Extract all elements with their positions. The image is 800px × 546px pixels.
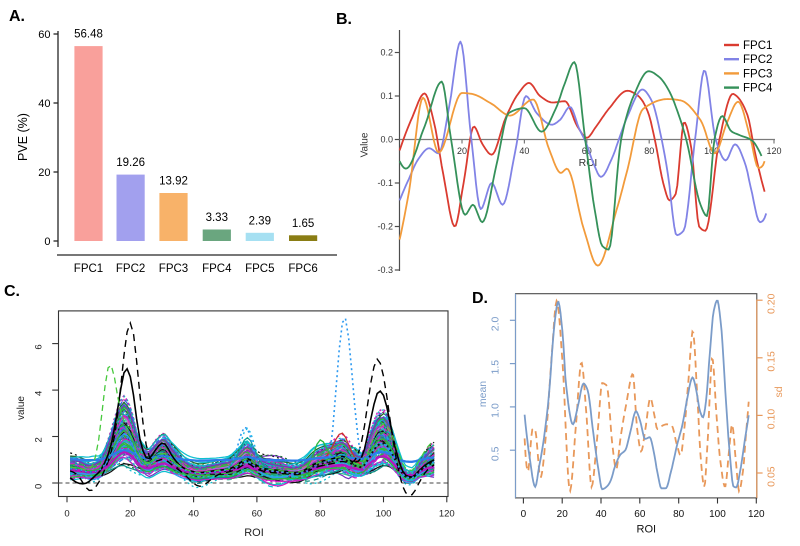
- svg-text:56.48: 56.48: [74, 29, 103, 41]
- svg-text:0.05: 0.05: [766, 466, 778, 487]
- svg-text:40: 40: [595, 509, 607, 520]
- svg-text:2: 2: [34, 437, 45, 442]
- svg-text:60: 60: [252, 509, 263, 520]
- svg-text:0: 0: [34, 484, 45, 489]
- svg-text:120: 120: [766, 146, 781, 156]
- svg-text:B.: B.: [336, 11, 352, 28]
- svg-text:13.92: 13.92: [159, 175, 188, 187]
- svg-text:0.10: 0.10: [766, 409, 778, 430]
- svg-text:FPC2: FPC2: [116, 263, 145, 275]
- svg-text:2.39: 2.39: [249, 215, 271, 227]
- svg-text:FPC5: FPC5: [245, 263, 274, 275]
- svg-text:0.0: 0.0: [380, 135, 393, 145]
- svg-text:D.: D.: [472, 290, 488, 307]
- svg-text:1.0: 1.0: [489, 403, 501, 418]
- svg-text:FPC2: FPC2: [743, 54, 772, 66]
- svg-text:120: 120: [748, 509, 765, 520]
- svg-text:20: 20: [457, 146, 467, 156]
- svg-text:80: 80: [315, 509, 326, 520]
- svg-text:ROI: ROI: [244, 527, 264, 539]
- svg-text:60: 60: [634, 509, 646, 520]
- svg-text:120: 120: [439, 509, 455, 520]
- svg-text:20: 20: [557, 509, 569, 520]
- svg-text:100: 100: [709, 509, 726, 520]
- svg-text:sd: sd: [773, 386, 785, 397]
- svg-text:Value: Value: [360, 132, 371, 157]
- svg-text:1.5: 1.5: [489, 360, 501, 375]
- svg-text:0: 0: [64, 509, 69, 520]
- svg-text:-0.3: -0.3: [377, 265, 393, 275]
- svg-text:4: 4: [34, 391, 45, 396]
- svg-text:A.: A.: [9, 8, 25, 25]
- svg-text:FPC4: FPC4: [743, 83, 773, 95]
- svg-text:0.1: 0.1: [380, 91, 393, 101]
- svg-text:40: 40: [188, 509, 199, 520]
- svg-text:PVE (%): PVE (%): [16, 113, 30, 161]
- svg-text:80: 80: [644, 146, 654, 156]
- svg-text:6: 6: [34, 344, 45, 349]
- svg-text:19.26: 19.26: [116, 157, 145, 169]
- svg-text:0: 0: [44, 236, 50, 248]
- svg-text:0.2: 0.2: [380, 48, 393, 58]
- svg-text:100: 100: [376, 509, 392, 520]
- svg-text:FPC3: FPC3: [159, 263, 188, 275]
- svg-text:FPC3: FPC3: [743, 68, 772, 80]
- svg-text:0.20: 0.20: [766, 293, 778, 314]
- svg-text:0.5: 0.5: [489, 446, 501, 461]
- svg-text:0: 0: [521, 509, 527, 520]
- svg-text:C.: C.: [4, 283, 20, 300]
- svg-text:mean: mean: [477, 381, 489, 407]
- svg-text:40: 40: [519, 146, 529, 156]
- svg-text:0.15: 0.15: [766, 351, 778, 372]
- svg-text:80: 80: [673, 509, 685, 520]
- svg-text:2.0: 2.0: [489, 316, 501, 331]
- svg-text:20: 20: [125, 509, 136, 520]
- svg-text:ROI: ROI: [637, 524, 657, 536]
- svg-text:FPC1: FPC1: [743, 40, 772, 52]
- svg-text:-0.2: -0.2: [377, 222, 393, 232]
- svg-text:20: 20: [38, 167, 50, 179]
- svg-text:FPC6: FPC6: [288, 263, 317, 275]
- svg-text:60: 60: [38, 29, 50, 41]
- svg-text:-0.1: -0.1: [377, 178, 393, 188]
- svg-text:3.33: 3.33: [206, 212, 228, 224]
- svg-text:value: value: [16, 396, 27, 420]
- svg-text:40: 40: [38, 98, 50, 110]
- svg-text:FPC1: FPC1: [74, 263, 103, 275]
- svg-text:FPC4: FPC4: [202, 263, 232, 275]
- svg-text:1.65: 1.65: [292, 218, 314, 230]
